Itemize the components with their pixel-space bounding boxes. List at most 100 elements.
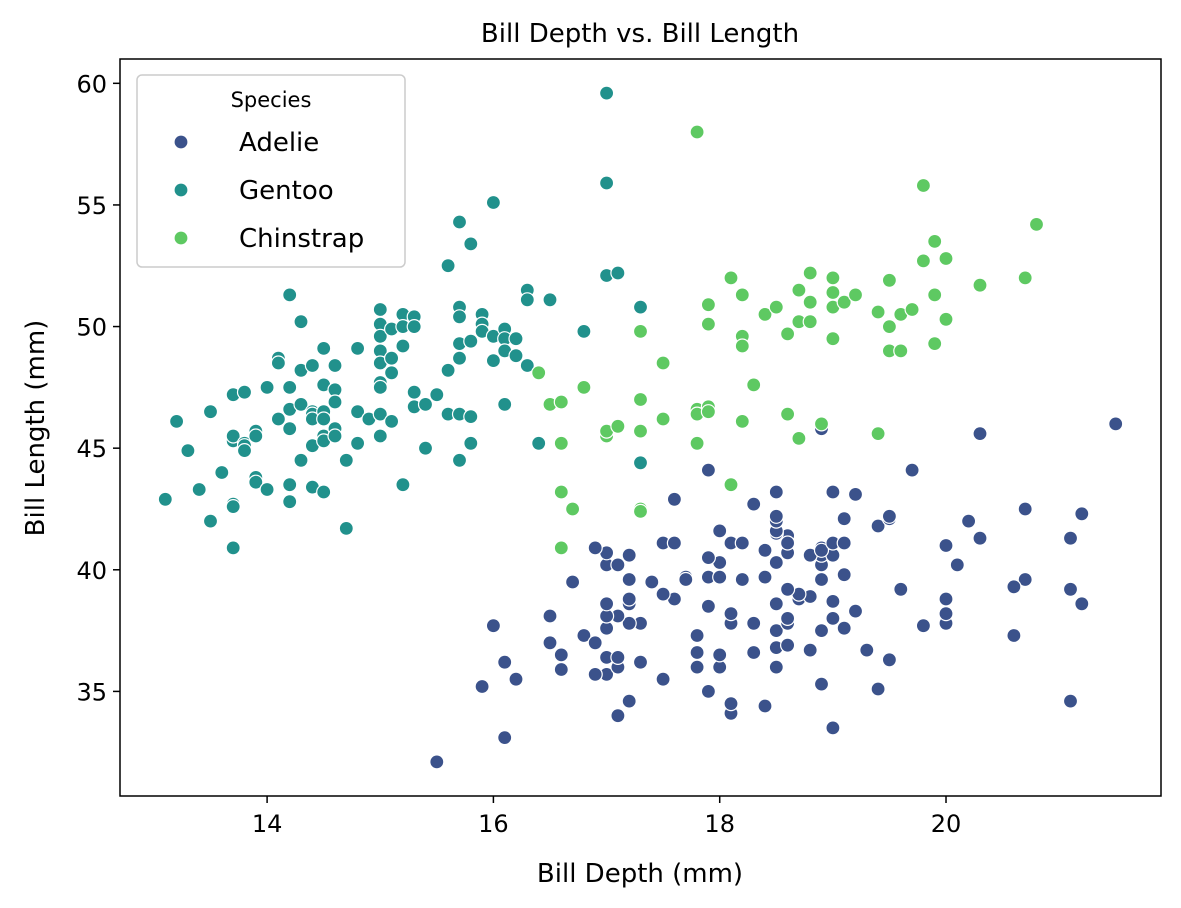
point-chinstrap <box>746 377 762 393</box>
point-chinstrap <box>757 306 773 322</box>
point-adelie <box>610 557 626 573</box>
point-chinstrap <box>927 336 943 352</box>
point-chinstrap <box>825 284 841 301</box>
point-gentoo <box>542 292 558 308</box>
point-adelie <box>813 542 830 558</box>
point-gentoo <box>225 540 241 556</box>
point-chinstrap <box>825 331 841 347</box>
point-adelie <box>712 523 728 539</box>
point-chinstrap <box>927 287 943 303</box>
point-gentoo <box>282 494 298 510</box>
point-adelie <box>564 574 581 590</box>
point-gentoo <box>610 265 626 281</box>
point-adelie <box>859 642 875 658</box>
point-adelie <box>553 647 569 663</box>
y-tick-label: 55 <box>76 192 107 220</box>
point-adelie <box>881 652 898 668</box>
point-gentoo <box>598 85 615 101</box>
point-adelie <box>542 608 558 624</box>
point-chinstrap <box>927 233 943 249</box>
point-adelie <box>723 695 739 712</box>
point-adelie <box>870 681 886 697</box>
point-gentoo <box>293 396 309 412</box>
point-gentoo <box>270 355 286 371</box>
point-adelie <box>757 698 773 714</box>
x-tick-label: 20 <box>931 810 962 838</box>
point-chinstrap <box>655 355 671 371</box>
point-adelie <box>779 610 796 627</box>
point-gentoo <box>463 333 479 349</box>
point-adelie <box>746 644 762 661</box>
point-chinstrap <box>779 326 796 342</box>
point-chinstrap <box>791 282 807 298</box>
point-adelie <box>825 610 841 627</box>
point-adelie <box>1006 627 1022 644</box>
point-adelie <box>497 729 513 746</box>
point-gentoo <box>169 413 185 429</box>
point-adelie <box>655 671 671 687</box>
point-adelie <box>768 508 784 524</box>
point-gentoo <box>451 452 468 468</box>
point-adelie <box>938 591 954 607</box>
y-tick-label: 50 <box>76 314 107 342</box>
point-chinstrap <box>768 299 784 315</box>
point-gentoo <box>202 404 219 420</box>
point-adelie <box>508 671 524 687</box>
point-adelie <box>813 571 830 588</box>
point-chinstrap <box>576 379 592 395</box>
point-gentoo <box>350 435 366 451</box>
point-gentoo <box>327 394 343 410</box>
point-adelie <box>610 649 626 666</box>
point-chinstrap <box>791 430 807 446</box>
point-chinstrap <box>700 316 717 332</box>
point-adelie <box>666 491 683 507</box>
point-adelie <box>847 486 864 502</box>
point-adelie <box>712 647 728 663</box>
point-chinstrap <box>610 418 626 434</box>
point-adelie <box>485 618 501 634</box>
point-gentoo <box>463 236 479 252</box>
y-tick-label: 35 <box>76 678 107 706</box>
point-gentoo <box>180 443 196 459</box>
point-gentoo <box>372 328 388 344</box>
point-adelie <box>825 720 841 736</box>
point-chinstrap <box>723 270 739 286</box>
point-adelie <box>1062 581 1079 597</box>
point-adelie <box>587 540 603 556</box>
legend: Species Adelie Gentoo Chinstrap <box>136 74 406 268</box>
chart-title: Bill Depth vs. Bill Length <box>481 19 799 49</box>
point-gentoo <box>202 513 219 529</box>
point-chinstrap <box>825 270 841 286</box>
point-adelie <box>1017 501 1033 517</box>
point-gentoo <box>451 350 468 366</box>
point-adelie <box>598 596 615 612</box>
point-gentoo <box>191 481 207 498</box>
point-adelie <box>587 635 603 651</box>
point-chinstrap <box>972 277 988 293</box>
point-gentoo <box>282 287 298 303</box>
point-chinstrap <box>915 253 932 269</box>
point-adelie <box>938 537 954 554</box>
point-chinstrap <box>938 311 954 327</box>
point-adelie <box>474 678 490 695</box>
point-gentoo <box>384 350 400 366</box>
point-adelie <box>655 586 671 602</box>
point-chinstrap <box>802 294 818 310</box>
x-tick-label: 18 <box>704 810 735 838</box>
point-adelie <box>768 484 784 500</box>
point-adelie <box>429 754 445 770</box>
point-adelie <box>746 496 762 512</box>
point-gentoo <box>440 362 456 378</box>
point-chinstrap <box>700 404 717 420</box>
legend-title: Species <box>231 88 312 112</box>
point-gentoo <box>632 299 649 315</box>
point-adelie <box>542 635 558 651</box>
point-gentoo <box>304 357 320 374</box>
point-adelie <box>1062 693 1079 709</box>
point-adelie <box>621 591 637 607</box>
point-gentoo <box>632 455 649 471</box>
point-adelie <box>689 644 705 661</box>
point-chinstrap <box>779 406 796 422</box>
point-chinstrap <box>870 426 886 442</box>
point-gentoo <box>519 357 535 374</box>
